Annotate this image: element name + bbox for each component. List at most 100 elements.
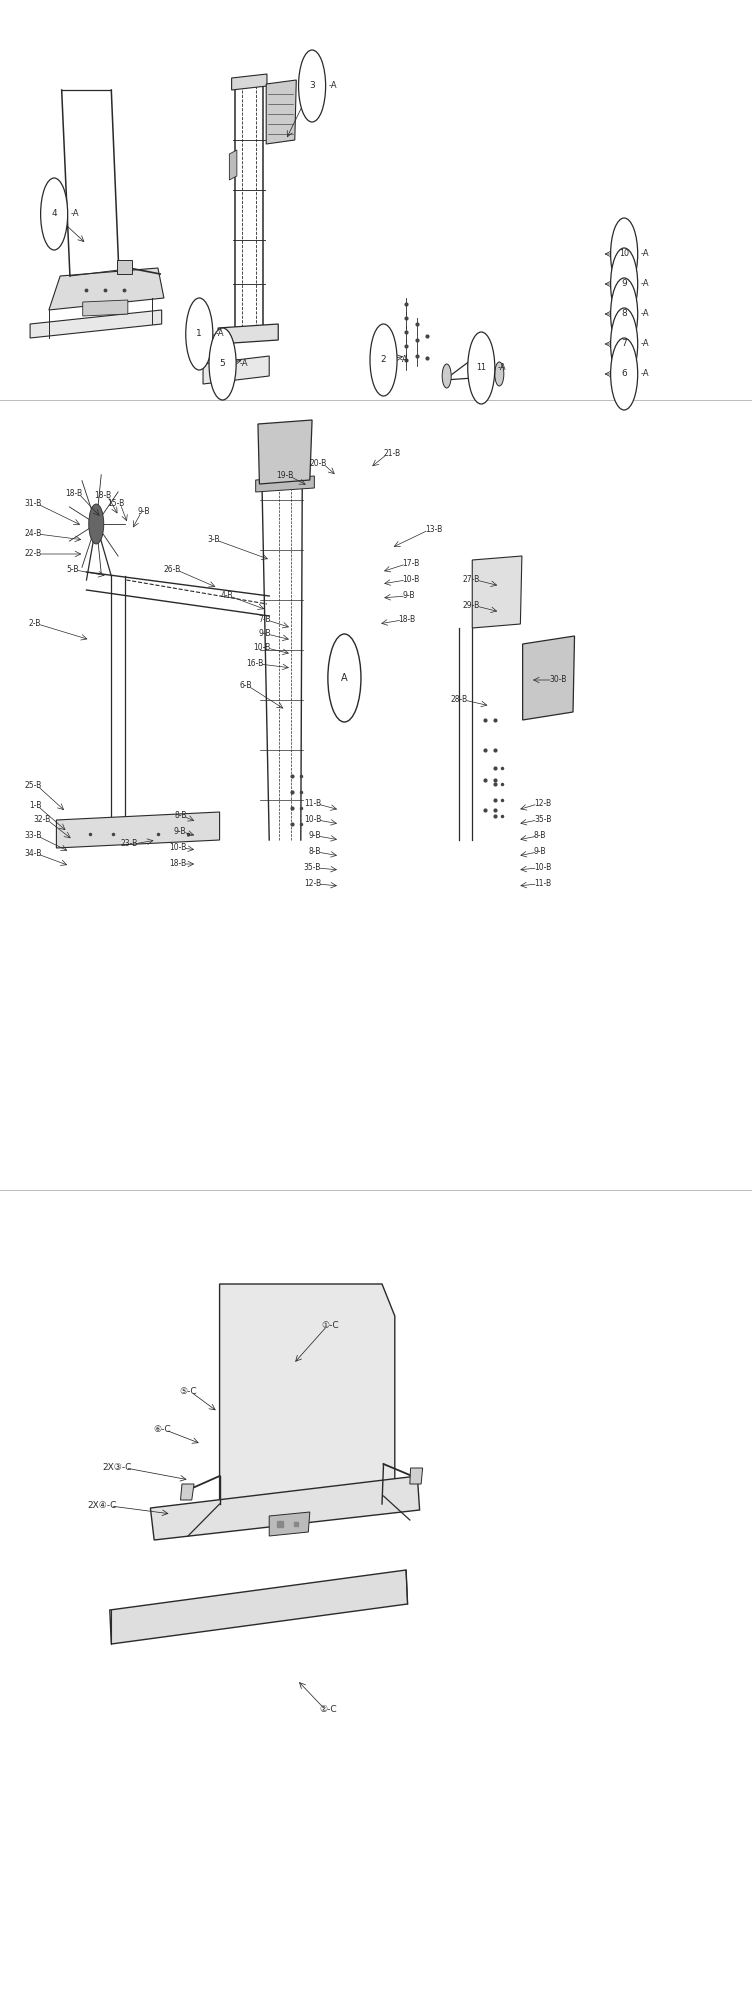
Text: 1-B: 1-B (29, 802, 41, 810)
Text: 7-B: 7-B (258, 616, 271, 624)
Text: 2-B: 2-B (29, 620, 41, 628)
Text: -A: -A (641, 310, 649, 318)
Polygon shape (150, 1476, 420, 1540)
Text: 26-B: 26-B (163, 566, 180, 574)
Polygon shape (258, 420, 312, 484)
Text: 13-B: 13-B (425, 526, 442, 534)
Circle shape (495, 362, 504, 386)
Text: -A: -A (498, 364, 506, 372)
Text: -A: -A (329, 82, 337, 90)
Text: 22-B: 22-B (24, 550, 41, 558)
Polygon shape (83, 300, 128, 316)
Text: 2X④-C: 2X④-C (87, 1502, 117, 1510)
Text: 11-B: 11-B (534, 880, 551, 888)
Text: 6: 6 (621, 370, 627, 378)
Circle shape (611, 218, 638, 290)
Text: 10-B: 10-B (253, 644, 271, 652)
Circle shape (299, 50, 326, 122)
Text: 10-B: 10-B (402, 576, 420, 584)
Text: 35-B: 35-B (304, 864, 321, 872)
Text: ②-C: ②-C (320, 1706, 337, 1714)
Text: 28-B: 28-B (450, 696, 468, 704)
Circle shape (186, 298, 213, 370)
Text: 25-B: 25-B (24, 782, 41, 790)
Text: 8: 8 (621, 310, 627, 318)
Text: ⑤-C: ⑤-C (180, 1388, 197, 1396)
Text: 9-B: 9-B (138, 508, 150, 516)
Text: -A: -A (641, 280, 649, 288)
Text: 9-B: 9-B (308, 832, 321, 840)
Text: 24-B: 24-B (24, 530, 41, 538)
Text: 9-B: 9-B (258, 630, 271, 638)
Circle shape (611, 278, 638, 350)
Circle shape (611, 338, 638, 410)
Text: 15-B: 15-B (107, 500, 124, 508)
Text: 2: 2 (381, 356, 387, 364)
Text: 18-B: 18-B (94, 492, 111, 500)
Text: -A: -A (400, 356, 408, 364)
Text: -A: -A (71, 210, 79, 218)
Circle shape (469, 350, 477, 370)
Text: -A: -A (216, 330, 224, 338)
Polygon shape (523, 636, 575, 720)
Circle shape (442, 364, 451, 388)
Text: ①-C: ①-C (321, 1322, 338, 1330)
Text: 34-B: 34-B (24, 850, 41, 858)
Polygon shape (203, 356, 269, 384)
Polygon shape (49, 268, 164, 310)
Polygon shape (218, 324, 278, 344)
Text: 17-B: 17-B (402, 560, 420, 568)
Polygon shape (117, 260, 132, 274)
Circle shape (370, 324, 397, 396)
Text: A: A (341, 672, 347, 684)
Text: 31-B: 31-B (24, 500, 41, 508)
Text: 10-B: 10-B (169, 844, 186, 852)
Circle shape (41, 178, 68, 250)
Text: -A: -A (641, 340, 649, 348)
Circle shape (468, 332, 495, 404)
Text: 9-B: 9-B (402, 592, 415, 600)
Text: 32-B: 32-B (34, 816, 51, 824)
Text: 10-B: 10-B (534, 864, 551, 872)
Polygon shape (472, 556, 522, 628)
Polygon shape (269, 1512, 310, 1536)
Polygon shape (30, 310, 162, 338)
Text: -A: -A (239, 360, 247, 368)
Circle shape (209, 328, 236, 400)
Polygon shape (56, 812, 220, 848)
Circle shape (89, 504, 104, 544)
Text: ⑥-C: ⑥-C (154, 1426, 171, 1434)
Text: 8-B: 8-B (174, 812, 186, 820)
Polygon shape (266, 80, 296, 144)
Text: 9-B: 9-B (174, 828, 186, 836)
Text: 29-B: 29-B (462, 602, 480, 610)
Text: 21-B: 21-B (384, 450, 401, 458)
Text: 12-B: 12-B (534, 800, 551, 808)
Circle shape (328, 634, 361, 722)
Text: 23-B: 23-B (120, 840, 138, 848)
Text: -A: -A (641, 370, 649, 378)
Text: 30-B: 30-B (549, 676, 566, 684)
Text: 8-B: 8-B (534, 832, 546, 840)
Text: 10: 10 (619, 250, 629, 258)
Text: 18-B: 18-B (169, 860, 186, 868)
Text: 11-B: 11-B (304, 800, 321, 808)
Text: 3-B: 3-B (207, 536, 220, 544)
Text: 1: 1 (196, 330, 202, 338)
Text: -A: -A (641, 250, 649, 258)
Polygon shape (232, 74, 267, 90)
Text: 6-B: 6-B (239, 682, 252, 690)
Text: 9: 9 (621, 280, 627, 288)
Text: 35-B: 35-B (534, 816, 551, 824)
Text: 3: 3 (309, 82, 315, 90)
Text: 20-B: 20-B (310, 460, 327, 468)
Circle shape (611, 248, 638, 320)
Text: 8-B: 8-B (309, 848, 321, 856)
Text: 4-B: 4-B (220, 592, 233, 600)
Text: 18-B: 18-B (399, 616, 416, 624)
Text: 2X③-C: 2X③-C (102, 1464, 132, 1472)
Text: 11: 11 (476, 364, 487, 372)
Text: 16-B: 16-B (246, 660, 263, 668)
Text: 27-B: 27-B (462, 576, 480, 584)
Text: 33-B: 33-B (24, 832, 41, 840)
